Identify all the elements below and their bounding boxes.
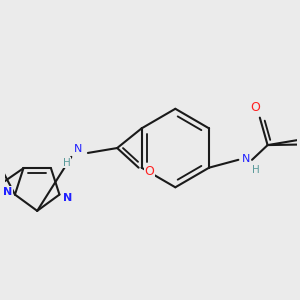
Text: O: O <box>144 165 154 178</box>
Text: N: N <box>4 187 13 196</box>
Text: H: H <box>252 165 260 175</box>
Text: N: N <box>63 193 72 202</box>
Text: O: O <box>250 101 260 114</box>
Text: N: N <box>242 154 250 164</box>
Text: H: H <box>63 158 70 168</box>
Text: N: N <box>74 144 82 154</box>
